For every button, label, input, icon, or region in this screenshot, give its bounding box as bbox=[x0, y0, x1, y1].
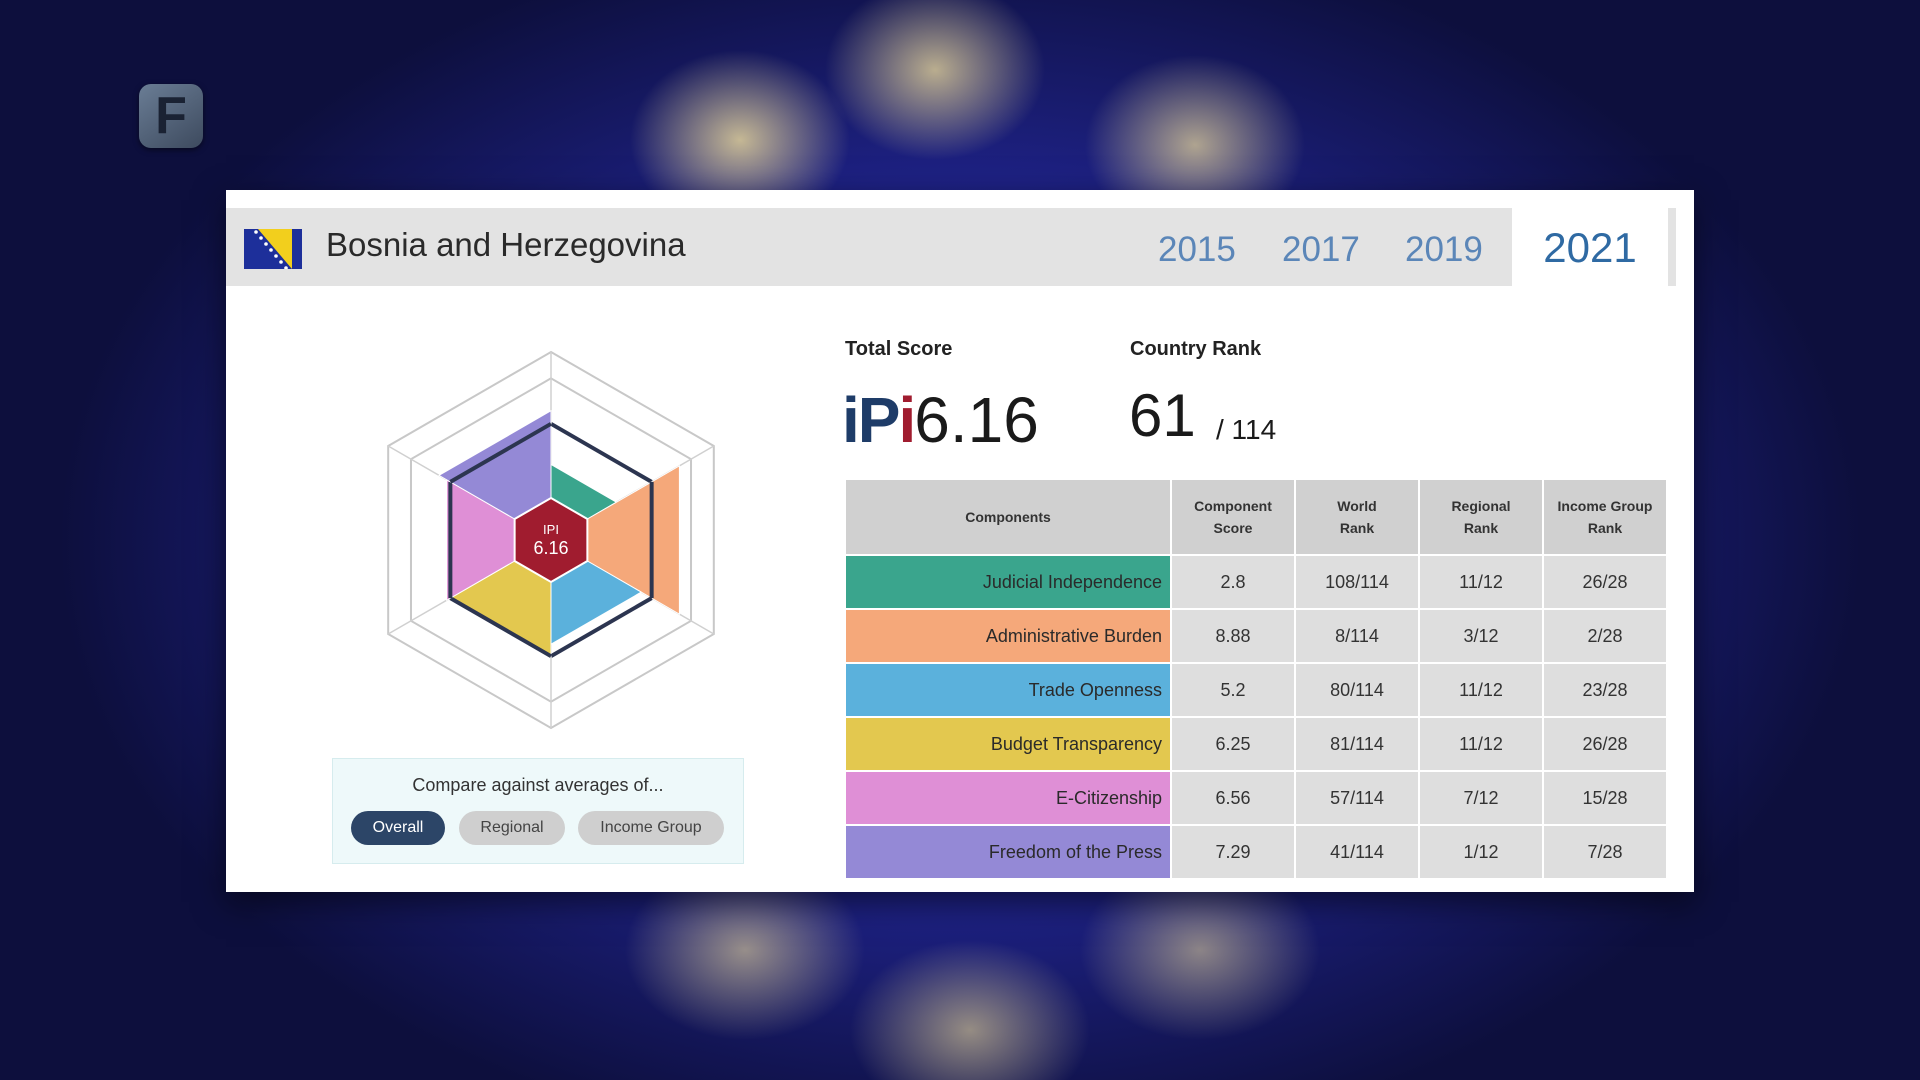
component-score-cell: 6.56 bbox=[1172, 772, 1294, 824]
active-year-label: 2021 bbox=[1543, 224, 1637, 271]
table-row: E-Citizenship 6.56 57/114 7/12 15/28 bbox=[846, 772, 1666, 824]
radar-average-line bbox=[449, 596, 552, 658]
compare-title: Compare against averages of... bbox=[412, 775, 664, 795]
country-profile-card: Bosnia and Herzegovina 2015 2017 2019 20… bbox=[226, 190, 1694, 892]
total-score-label: Total Score bbox=[845, 338, 953, 360]
header-world-rank: World Rank bbox=[1296, 480, 1418, 554]
year-tab-2017[interactable]: 2017 bbox=[1282, 230, 1360, 269]
world-rank-cell: 41/114 bbox=[1296, 826, 1418, 878]
total-score-number: 6.16 bbox=[914, 384, 1039, 456]
component-score-cell: 8.88 bbox=[1172, 610, 1294, 662]
country-header: Bosnia and Herzegovina 2015 2017 2019 20… bbox=[226, 208, 1676, 288]
country-name: Bosnia and Herzegovina bbox=[326, 226, 686, 263]
header-component-score: Component Score bbox=[1172, 480, 1294, 554]
table-row: Freedom of the Press 7.29 41/114 1/12 7/28 bbox=[846, 826, 1666, 878]
table-row: Administrative Burden 8.88 8/114 3/12 2/28 bbox=[846, 610, 1666, 662]
income-group-button[interactable]: Income Group bbox=[578, 811, 724, 845]
radar-average-line bbox=[550, 596, 653, 658]
radar-chart: IPI 6.16 bbox=[366, 340, 736, 735]
header-regional-rank: Regional Rank bbox=[1420, 480, 1542, 554]
channel-logo: F bbox=[139, 84, 203, 148]
component-name-cell: Administrative Burden bbox=[846, 610, 1170, 662]
radar-center-label: IPI bbox=[543, 522, 559, 537]
country-rank-total: / 114 bbox=[1216, 414, 1277, 445]
ipi-logo: iPi bbox=[842, 384, 916, 456]
country-rank-label: Country Rank bbox=[1130, 338, 1262, 360]
table-row: Judicial Independence 2.8 108/114 11/12 26/2… bbox=[846, 556, 1666, 608]
table-row: Trade Openness 5.2 80/114 11/12 23/28 bbox=[846, 664, 1666, 716]
income-group-rank-cell: 2/28 bbox=[1544, 610, 1666, 662]
income-group-rank-cell: 26/28 bbox=[1544, 718, 1666, 770]
regional-rank-cell: 1/12 bbox=[1420, 826, 1542, 878]
income-group-rank-cell: 15/28 bbox=[1544, 772, 1666, 824]
component-score-cell: 6.25 bbox=[1172, 718, 1294, 770]
header-components: Components bbox=[846, 480, 1170, 554]
component-name-cell: Judicial Independence bbox=[846, 556, 1170, 608]
year-tab-2021-active[interactable]: 2021 bbox=[1512, 208, 1668, 288]
radar-center-value: 6.16 bbox=[533, 538, 568, 558]
world-rank-cell: 81/114 bbox=[1296, 718, 1418, 770]
world-rank-cell: 8/114 bbox=[1296, 610, 1418, 662]
component-name-cell: Freedom of the Press bbox=[846, 826, 1170, 878]
component-score-cell: 2.8 bbox=[1172, 556, 1294, 608]
world-rank-cell: 108/114 bbox=[1296, 556, 1418, 608]
year-tab-2015[interactable]: 2015 bbox=[1158, 230, 1236, 269]
radar-average-line bbox=[449, 422, 552, 484]
world-rank-cell: 80/114 bbox=[1296, 664, 1418, 716]
year-tab-2019[interactable]: 2019 bbox=[1405, 230, 1483, 269]
income-group-rank-cell: 26/28 bbox=[1544, 556, 1666, 608]
regional-rank-cell: 7/12 bbox=[1420, 772, 1542, 824]
overall-button[interactable]: Overall bbox=[351, 811, 445, 845]
world-rank-cell: 57/114 bbox=[1296, 772, 1418, 824]
radar-center-hexagon bbox=[513, 496, 589, 584]
income-group-rank-cell: 7/28 bbox=[1544, 826, 1666, 878]
total-score-value: iPi6.16 bbox=[842, 388, 1039, 452]
component-name-cell: E-Citizenship bbox=[846, 772, 1170, 824]
radar-average-line bbox=[550, 422, 653, 484]
header-income-group-rank: Income Group Rank bbox=[1544, 480, 1666, 554]
table-header-row: Components Component Score World Rank Regi… bbox=[846, 480, 1666, 554]
regional-rank-cell: 11/12 bbox=[1420, 718, 1542, 770]
country-rank-value: 61 bbox=[1129, 382, 1196, 449]
component-score-cell: 5.2 bbox=[1172, 664, 1294, 716]
regional-rank-cell: 11/12 bbox=[1420, 556, 1542, 608]
regional-rank-cell: 11/12 bbox=[1420, 664, 1542, 716]
component-name-cell: Budget Transparency bbox=[846, 718, 1170, 770]
income-group-rank-cell: 23/28 bbox=[1544, 664, 1666, 716]
bosnia-flag-icon bbox=[244, 229, 302, 269]
compare-panel: Compare against averages of... Overall R… bbox=[332, 758, 744, 864]
regional-button[interactable]: Regional bbox=[459, 811, 565, 845]
components-table: Components Component Score World Rank Regi… bbox=[844, 478, 1668, 880]
regional-rank-cell: 3/12 bbox=[1420, 610, 1542, 662]
component-name-cell: Trade Openness bbox=[846, 664, 1170, 716]
component-score-cell: 7.29 bbox=[1172, 826, 1294, 878]
table-row: Budget Transparency 6.25 81/114 11/12 26/28 bbox=[846, 718, 1666, 770]
